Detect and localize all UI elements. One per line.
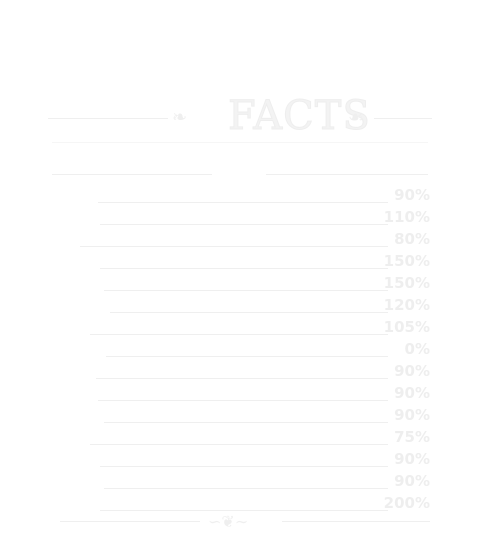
fact-row: 0% bbox=[60, 340, 430, 362]
fact-percentage: 90% bbox=[394, 362, 430, 380]
fact-row-rule bbox=[98, 400, 388, 401]
facts-footer: ∽❦∼ bbox=[60, 512, 430, 532]
fact-row-rule bbox=[100, 510, 388, 511]
fact-row-rule bbox=[104, 422, 388, 423]
fact-row: 75% bbox=[60, 428, 430, 450]
subheader-rule-right bbox=[266, 174, 428, 175]
fact-row-rule bbox=[110, 312, 388, 313]
facts-title: FACTS bbox=[228, 93, 371, 140]
fact-row-rule bbox=[100, 224, 388, 225]
fact-row: 90% bbox=[60, 384, 430, 406]
fact-percentage: 110% bbox=[383, 208, 430, 226]
fact-row: 120% bbox=[60, 296, 430, 318]
fact-percentage: 150% bbox=[383, 274, 430, 292]
fact-percentage: 90% bbox=[394, 186, 430, 204]
fact-percentage: 150% bbox=[383, 252, 430, 270]
fact-row-rule bbox=[104, 488, 388, 489]
fact-percentage: 0% bbox=[404, 340, 430, 358]
fact-row-rule bbox=[90, 334, 388, 335]
fact-percentage: 80% bbox=[394, 230, 430, 248]
fact-row: 90% bbox=[60, 362, 430, 384]
fact-row: 110% bbox=[60, 208, 430, 230]
header-rule-right bbox=[374, 118, 432, 119]
fact-row: 105% bbox=[60, 318, 430, 340]
fact-row-rule bbox=[90, 444, 388, 445]
fact-percentage: 120% bbox=[383, 296, 430, 314]
fact-percentage: 90% bbox=[394, 406, 430, 424]
header-flourish-right-icon: ☙ bbox=[348, 107, 365, 128]
fact-percentage: 90% bbox=[394, 384, 430, 402]
header-rule-left bbox=[48, 118, 168, 119]
fact-row-rule bbox=[100, 268, 388, 269]
fact-percentage: 105% bbox=[383, 318, 430, 336]
footer-rule-right bbox=[282, 521, 430, 522]
facts-header: ❧ FACTS ☙ bbox=[48, 92, 432, 142]
fact-percentage: 200% bbox=[383, 494, 430, 512]
fact-row-rule bbox=[96, 378, 388, 379]
fact-percentage: 90% bbox=[394, 450, 430, 468]
footer-ornament-icon: ∽❦∼ bbox=[208, 512, 249, 531]
fact-row: 200% bbox=[60, 494, 430, 516]
fact-row-rule bbox=[80, 246, 388, 247]
header-flourish-left-icon: ❧ bbox=[172, 107, 188, 128]
fact-row: 90% bbox=[60, 450, 430, 472]
facts-list: 90% 110% 80% 150% 150% 120% 105% 0% 90% 90% 90% 75%… bbox=[60, 186, 430, 516]
fact-row: 150% bbox=[60, 274, 430, 296]
subheader bbox=[52, 138, 428, 175]
fact-row: 150% bbox=[60, 252, 430, 274]
fact-row: 90% bbox=[60, 472, 430, 494]
fact-percentage: 90% bbox=[394, 472, 430, 490]
fact-row-rule bbox=[104, 290, 388, 291]
fact-row: 90% bbox=[60, 406, 430, 428]
subheader-rule-top bbox=[52, 142, 428, 143]
fact-row-rule bbox=[98, 202, 388, 203]
footer-rule-left bbox=[60, 521, 200, 522]
fact-row: 80% bbox=[60, 230, 430, 252]
fact-row-rule bbox=[106, 356, 388, 357]
fact-row-rule bbox=[100, 466, 388, 467]
fact-percentage: 75% bbox=[394, 428, 430, 446]
fact-row: 90% bbox=[60, 186, 430, 208]
subheader-rule-left bbox=[52, 174, 212, 175]
